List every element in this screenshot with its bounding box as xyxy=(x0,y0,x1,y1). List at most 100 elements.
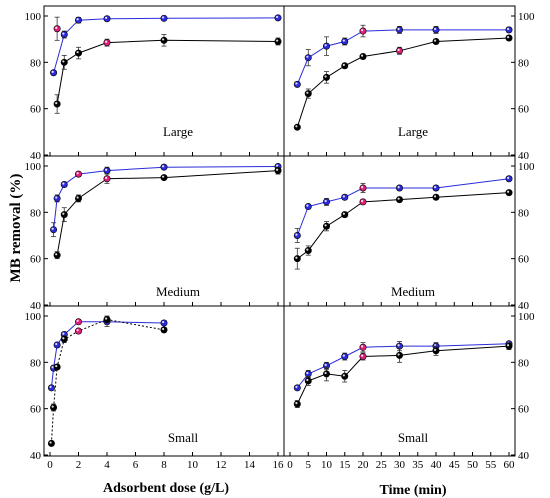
data-point xyxy=(341,62,349,70)
data-point-shine xyxy=(55,364,58,368)
data-point xyxy=(103,175,111,183)
data-point-shine xyxy=(55,342,58,346)
data-point-shine xyxy=(295,82,298,85)
data-point-shine xyxy=(295,385,298,389)
data-point xyxy=(304,90,312,98)
y-axis-title: MB removal (%) xyxy=(8,174,24,283)
panel-label: Medium xyxy=(391,284,435,299)
data-point xyxy=(322,222,330,230)
data-point-shine xyxy=(62,337,65,340)
data-point xyxy=(50,404,58,412)
data-point xyxy=(160,36,168,44)
data-point-shine xyxy=(62,212,65,215)
data-point xyxy=(505,189,513,197)
data-point-shine xyxy=(507,27,510,31)
panel-bottom-left: 40 60 80 100 0 2 4 6 8 10 12 14 16 Small xyxy=(25,305,285,471)
data-point xyxy=(304,203,312,211)
series-line xyxy=(56,170,279,256)
y-tick-label: 40 xyxy=(518,450,530,462)
data-point xyxy=(53,100,61,108)
data-point xyxy=(341,211,349,219)
series-line xyxy=(53,17,279,73)
data-point-shine xyxy=(397,186,400,189)
data-point xyxy=(341,353,349,361)
data-point-shine xyxy=(397,48,400,51)
data-point xyxy=(75,16,83,24)
series-line xyxy=(296,29,509,85)
data-point xyxy=(60,181,68,189)
x-tick-label: 14 xyxy=(244,459,256,471)
data-point-shine xyxy=(76,319,79,322)
y-tick-label: 100 xyxy=(25,11,42,23)
data-point xyxy=(432,37,440,45)
data-point xyxy=(50,226,58,234)
data-point xyxy=(359,27,367,35)
data-point-shine xyxy=(276,164,279,167)
data-point-shine xyxy=(306,371,309,375)
data-point xyxy=(395,26,403,34)
series-line xyxy=(50,321,165,388)
data-point xyxy=(293,80,301,88)
data-point xyxy=(293,384,301,392)
data-point-shine xyxy=(62,332,65,335)
data-point-shine xyxy=(76,329,79,332)
data-point-shine xyxy=(397,197,400,200)
data-point-shine xyxy=(507,190,510,193)
data-point-shine xyxy=(361,354,364,357)
data-point-shine xyxy=(397,344,400,347)
data-point-shine xyxy=(295,402,298,405)
data-point-shine xyxy=(342,374,345,377)
data-point-shine xyxy=(324,199,327,203)
data-point xyxy=(293,400,301,408)
data-point-shine xyxy=(105,317,108,320)
data-point xyxy=(103,15,111,23)
data-point xyxy=(53,194,61,202)
data-point xyxy=(53,25,61,33)
data-point-shine xyxy=(397,27,400,31)
data-point-shine xyxy=(51,366,54,369)
data-point xyxy=(359,343,367,351)
x-axis-title-left: Adsorbent dose (g/L) xyxy=(103,481,229,496)
data-point-shine xyxy=(276,15,279,19)
data-point xyxy=(103,39,111,47)
x-tick-label: 2 xyxy=(76,459,82,471)
data-point-shine xyxy=(342,63,345,67)
y-tick-label: 40 xyxy=(30,150,42,162)
panel-label: Medium xyxy=(156,284,200,299)
x-tick-label: 0 xyxy=(287,459,293,471)
x-tick-label: 30 xyxy=(394,459,406,471)
data-point-shine xyxy=(361,186,364,189)
data-point xyxy=(53,251,61,259)
y-tick-label: 80 xyxy=(518,207,530,219)
data-point xyxy=(274,37,282,45)
y-tick-label: 80 xyxy=(30,207,42,219)
data-point-shine xyxy=(324,224,327,227)
data-point xyxy=(60,31,68,39)
data-point-shine xyxy=(324,44,327,47)
data-point xyxy=(60,211,68,219)
data-point xyxy=(341,193,349,201)
data-point-shine xyxy=(55,253,58,256)
data-point-shine xyxy=(434,195,437,198)
data-point xyxy=(304,54,312,62)
data-point xyxy=(359,353,367,361)
x-tick-label: 6 xyxy=(133,459,139,471)
data-point-shine xyxy=(105,40,108,43)
data-point xyxy=(359,53,367,61)
data-point-shine xyxy=(507,176,510,179)
data-point-shine xyxy=(55,26,58,29)
data-point xyxy=(505,26,513,34)
data-point xyxy=(60,335,68,343)
data-point-shine xyxy=(434,27,437,31)
y-tick-label: 60 xyxy=(30,104,42,116)
series-line xyxy=(56,39,279,105)
data-point-shine xyxy=(306,55,309,58)
x-tick-label: 10 xyxy=(321,459,333,471)
x-tick-label: 60 xyxy=(504,459,516,471)
data-point xyxy=(274,167,282,175)
data-point-shine xyxy=(434,39,437,42)
data-point-shine xyxy=(507,344,510,347)
data-point xyxy=(395,184,403,192)
data-point-shine xyxy=(306,378,309,382)
